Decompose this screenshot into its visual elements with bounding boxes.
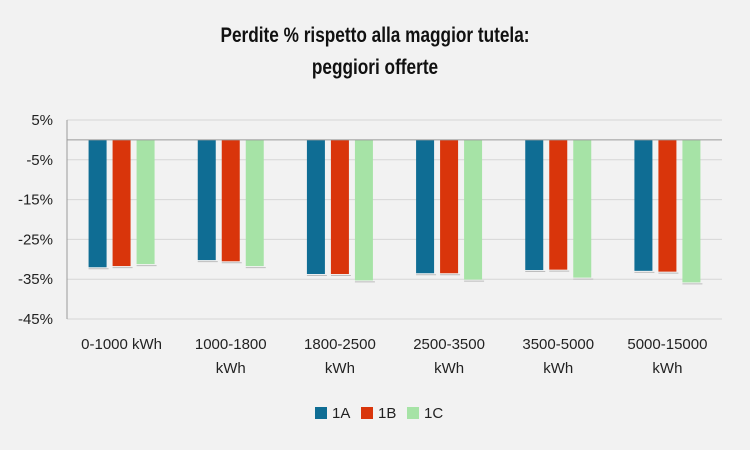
bar-1B: [658, 139, 677, 272]
x-tick-label: kWh: [434, 360, 464, 377]
chart-title-line-2: peggiori offerte: [311, 56, 439, 79]
bar-1C: [682, 139, 701, 283]
chart-title: Perdite % rispetto alla maggior tutela: …: [68, 20, 683, 84]
x-tick-label: kWh: [325, 360, 355, 377]
bar-1B: [440, 139, 459, 274]
bar-1B: [330, 139, 349, 275]
x-tick-label: kWh: [216, 360, 246, 377]
x-tick-label: 0-1000 kWh: [81, 336, 162, 353]
y-tick-label: -45%: [18, 311, 53, 328]
bar-1C: [464, 139, 483, 280]
x-tick-label: kWh: [543, 360, 573, 377]
x-tick-label: 1000-1800: [195, 336, 267, 353]
x-tick-label: 3500-5000: [522, 336, 594, 353]
x-tick-label: 5000-15000: [627, 336, 707, 353]
y-tick-label: 5%: [31, 112, 53, 129]
legend-label-1C: 1C: [424, 405, 443, 422]
bar-1A: [306, 139, 325, 275]
chart-title-line-1: Perdite % rispetto alla maggior tutela:: [220, 24, 530, 47]
bar-1A: [416, 139, 435, 274]
bar-1A: [88, 139, 107, 268]
legend-label-1A: 1A: [332, 405, 350, 422]
bar-1B: [112, 139, 131, 267]
legend-swatch-1B: [361, 407, 373, 419]
legend-swatch-1C: [407, 407, 419, 419]
bar-1C: [136, 139, 155, 265]
x-tick-label: kWh: [652, 360, 682, 377]
y-tick-label: -5%: [26, 152, 53, 169]
y-tick-label: -35%: [18, 271, 53, 288]
bar-1C: [354, 139, 373, 281]
bar-1B: [221, 139, 240, 262]
y-tick-label: -25%: [18, 231, 53, 248]
legend-label-1B: 1B: [378, 405, 396, 422]
bar-1A: [197, 139, 216, 261]
legend-swatch-1A: [315, 407, 327, 419]
bar-1C: [245, 139, 264, 267]
y-tick-label: -15%: [18, 192, 53, 209]
x-tick-label: 2500-3500: [413, 336, 485, 353]
bar-1C: [573, 139, 592, 278]
x-tick-label: 1800-2500: [304, 336, 376, 353]
bar-1A: [634, 139, 653, 271]
bar-1A: [525, 139, 544, 271]
bar-1B: [549, 139, 568, 270]
